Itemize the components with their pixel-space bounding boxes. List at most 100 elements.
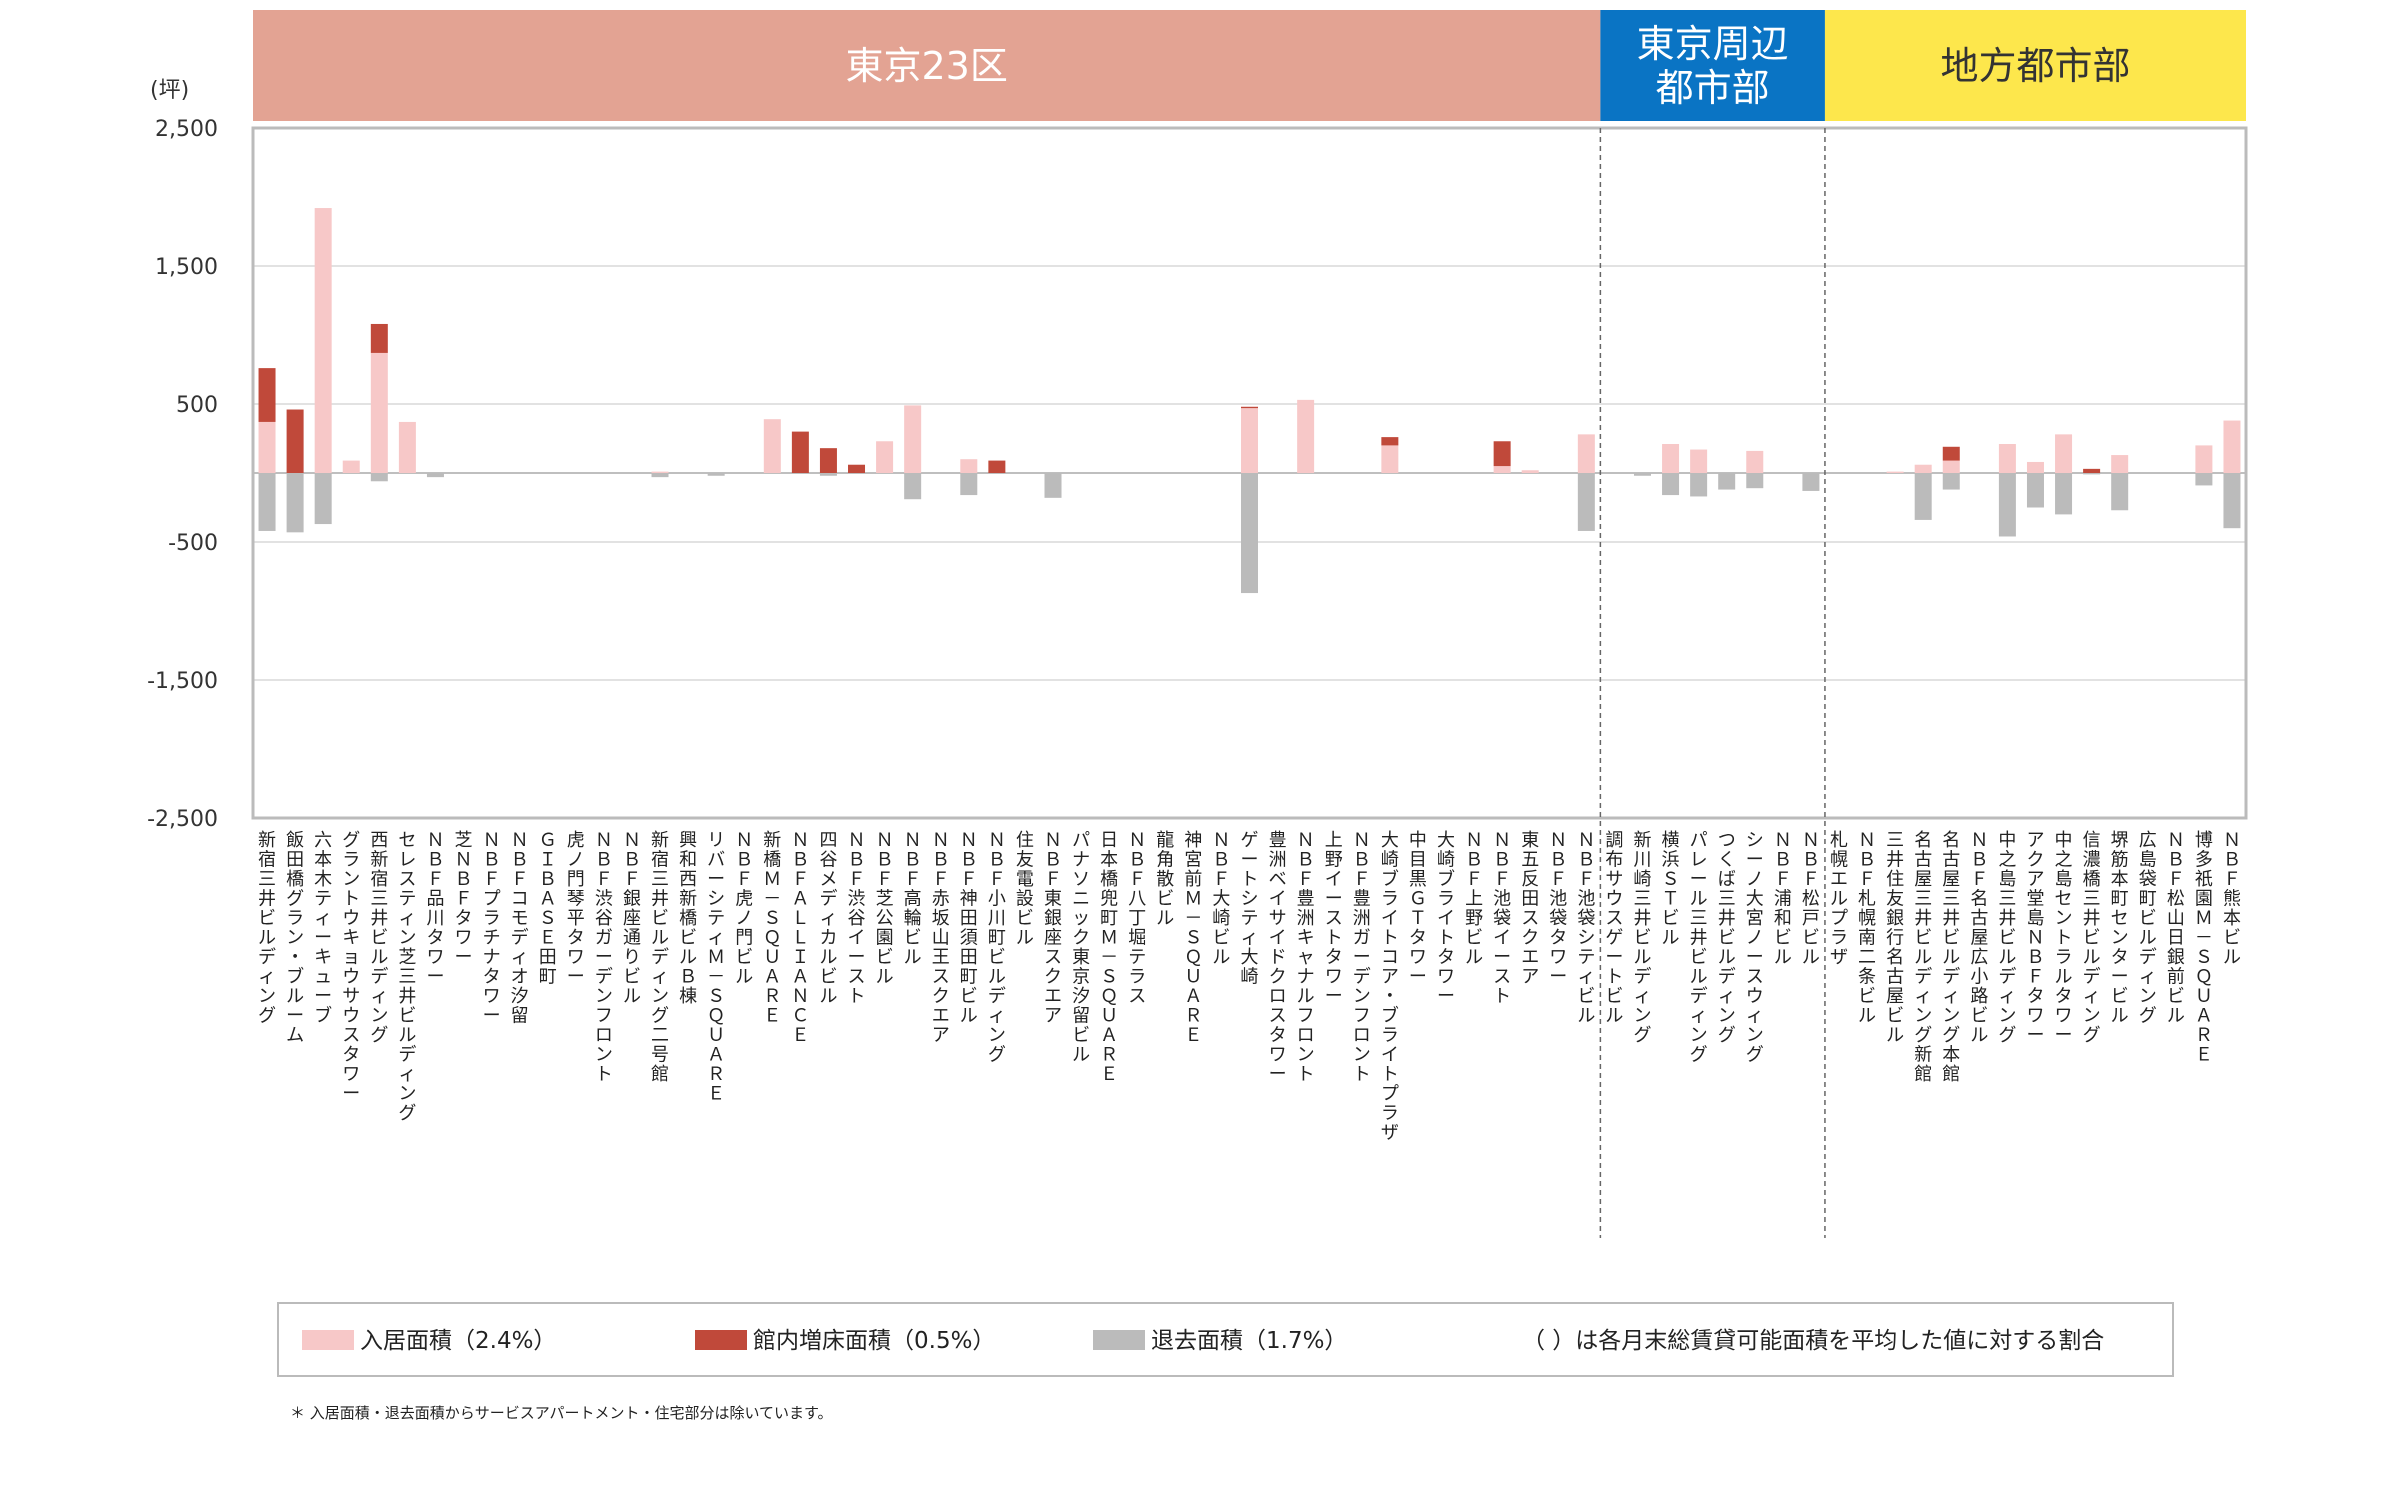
bar-move-out (1662, 473, 1680, 496)
bar-expansion (258, 368, 276, 422)
region-label: 地方都市部 (1940, 44, 2130, 88)
bar-expansion (370, 323, 388, 353)
bar-move-out (960, 473, 978, 496)
category-label: つくば三井ビルディング (1718, 830, 1736, 1046)
region-header (253, 10, 1601, 121)
category-label: 中之島三井ビルディング (1998, 830, 2016, 1046)
category-label: ＮＢＦ池袋タワー (1549, 830, 1567, 988)
region-header (1600, 10, 1825, 121)
bar-move-in (1493, 466, 1511, 473)
category-label: ＮＢＦ名古屋広小路ビル (1970, 830, 1988, 1046)
category-label: ＮＢＦ赤坂山王スクエア (932, 830, 950, 1046)
category-label: ＮＢＦ札幌南二条ビル (1858, 830, 1876, 1027)
category-label: 四谷メディカルビル (819, 830, 837, 1007)
y-tick-label: -2,500 (147, 807, 218, 832)
bar-move-out (1942, 473, 1960, 490)
category-label: 札幌エルプラザ (1830, 830, 1848, 968)
category-label: 新川崎三井ビルディング (1633, 830, 1651, 1046)
bar-move-out (2195, 473, 2213, 486)
bar-move-in (2195, 445, 2213, 473)
category-label: 六本木ティーキューブ (314, 830, 332, 1027)
category-label: 名古屋三井ビルディング本館 (1942, 830, 1960, 1085)
y-tick-label: 1,500 (155, 255, 218, 280)
y-tick-label: 2,500 (155, 117, 218, 142)
category-label: 広島袋町ビルディング (2139, 830, 2157, 1027)
category-label: アクア堂島ＮＢＦタワー (2026, 830, 2044, 1046)
bar-move-in (651, 471, 669, 473)
bar-move-out (2055, 473, 2073, 515)
bar-move-in (1577, 434, 1595, 473)
y-tick-label: 500 (176, 393, 218, 418)
bar-move-in (2055, 434, 2073, 473)
plot-frame (251, 126, 2248, 820)
bar-expansion (988, 460, 1006, 473)
category-label: ゲートシティ大崎 (1241, 830, 1259, 988)
bar-move-out (370, 473, 388, 482)
category-label: ＮＢＦ池袋イースト (1493, 830, 1511, 1007)
bar-move-in (258, 421, 276, 473)
category-label: ＮＢＦ熊本ビル (2223, 830, 2241, 968)
category-label: 飯田橋グラン・ブルーム (286, 830, 304, 1046)
bar-move-out (258, 473, 276, 531)
category-label: ＮＢＦ高輪ビル (904, 830, 922, 968)
category-label: 新宿三井ビルディング二号館 (651, 830, 669, 1085)
category-label: 中目黒ＧＴタワー (1409, 830, 1427, 988)
region-separators (1599, 128, 1826, 1238)
legend-label-expansion: 館内増床面積（0.5%） (753, 1328, 995, 1354)
category-label: 大崎ブライトタワー (1437, 830, 1455, 1007)
bar-move-in (1690, 449, 1708, 473)
category-label: ＮＢＦ八丁堀テラス (1128, 830, 1146, 1007)
category-label: 日本橋兜町Ｍ－ＳＱＵＡＲＥ (1100, 830, 1118, 1085)
category-label: パレール三井ビルディング (1690, 830, 1708, 1066)
bar-move-out (819, 473, 837, 476)
category-label: ＮＢＦ神田須田町ビル (960, 830, 978, 1027)
category-label: ＮＢＦ浦和ビル (1774, 830, 1792, 968)
category-label: 大崎ブライトコア・ブライトプラザ (1381, 830, 1399, 1144)
bar-move-in (1297, 399, 1315, 473)
bar-move-in (876, 441, 894, 473)
bar-move-out (2083, 473, 2101, 475)
category-label: 龍角散ビル (1156, 830, 1174, 929)
legend-swatch-move-in (302, 1330, 354, 1350)
bar-expansion (286, 409, 304, 473)
category-label: リバーシティＭ－ＳＱＵＡＲＥ (707, 830, 725, 1105)
bar-move-out (1802, 473, 1820, 491)
category-label: 西新宿三井ビルディング (370, 830, 388, 1046)
bar-expansion (848, 464, 866, 473)
category-label: ＮＢＦ豊洲キャナルフロント (1297, 830, 1315, 1085)
bar-move-out (1690, 473, 1708, 497)
bar-move-out (904, 473, 922, 500)
bar-move-in (1998, 444, 2016, 473)
category-label: ＮＢＦ小川町ビルディング (988, 830, 1006, 1066)
category-label: ＮＢＦ虎ノ門ビル (735, 830, 753, 988)
bar-expansion (1942, 446, 1960, 461)
bar-move-in (2223, 420, 2241, 473)
y-axis-ticks: 2,500 1,500 500 -500 -1,500 -2,500 (147, 117, 218, 832)
category-label: セレスティン芝三井ビルディング (398, 830, 416, 1124)
category-label: グラントウキョウサウスタワー (342, 830, 360, 1105)
bar-move-in (1241, 408, 1258, 473)
bar-expansion (2083, 468, 2101, 473)
bar-move-in (1521, 470, 1539, 473)
category-label: 神宮前Ｍ－ＳＱＵＡＲＥ (1184, 830, 1202, 1046)
bar-move-out (286, 473, 304, 533)
category-labels: 新宿三井ビルディング飯田橋グラン・ブルーム六本木ティーキューブグラントウキョウサ… (258, 830, 2241, 1144)
bar-expansion (791, 431, 809, 473)
bar-move-out (2223, 473, 2241, 529)
bar-move-in (763, 419, 781, 473)
bar-move-out (1577, 473, 1595, 531)
legend-label-move-in: 入居面積（2.4%） (360, 1328, 556, 1354)
bar-move-out (1746, 473, 1764, 489)
category-label: 名古屋三井ビルディング新館 (1914, 830, 1932, 1085)
region-header (1824, 10, 2246, 121)
legend-label-move-out: 退去面積（1.7%） (1151, 1328, 1347, 1354)
category-label: ＮＢＦ大崎ビル (1212, 830, 1230, 968)
category-label: ＮＢＦ東銀座スクエア (1044, 830, 1062, 1027)
category-label: シーノ大宮ノースウィング (1746, 830, 1764, 1066)
y-tick-label: -1,500 (147, 669, 218, 694)
bar-move-out (1633, 473, 1651, 476)
category-label: 東五反田スクエア (1521, 830, 1539, 988)
bar-move-in (370, 352, 388, 473)
bar-move-out (314, 473, 332, 525)
bar-move-in (342, 460, 360, 473)
